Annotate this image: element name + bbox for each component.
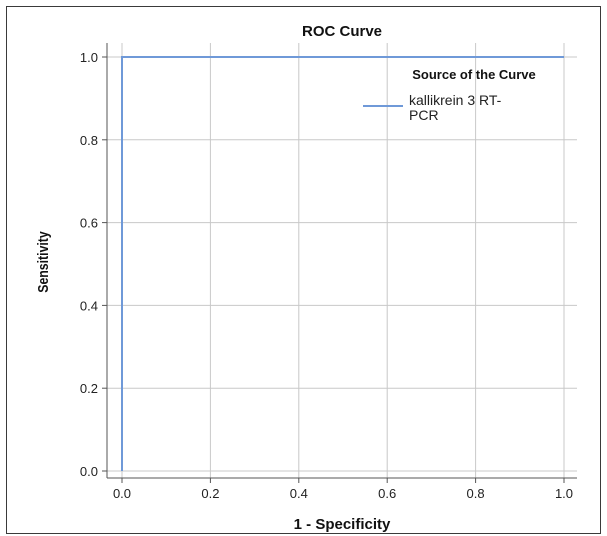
legend-label-line-1: kallikrein 3 RT- xyxy=(409,92,502,108)
y-tick-label: 0.8 xyxy=(80,133,98,148)
legend-label-line-2: PCR xyxy=(409,107,439,123)
y-tick-label: 0.2 xyxy=(80,381,98,396)
y-tick-label: 0.6 xyxy=(80,216,98,231)
x-tick-label: 1.0 xyxy=(555,486,573,501)
y-tick-label: 0.4 xyxy=(80,298,98,313)
roc-curve-line xyxy=(121,56,564,471)
x-tick-label: 0.4 xyxy=(290,486,308,501)
y-axis-label: Sensitivity xyxy=(35,231,51,293)
chart-frame xyxy=(6,6,601,534)
plot-axes xyxy=(102,43,577,483)
y-tick-label: 1.0 xyxy=(80,50,98,65)
chart-title: ROC Curve xyxy=(302,23,382,40)
x-tick-label: 0.6 xyxy=(378,486,396,501)
x-tick-labels: 0.0 0.2 0.4 0.6 0.8 1.0 xyxy=(113,486,573,501)
grid-lines xyxy=(107,43,577,478)
legend: Source of the Curve kallikrein 3 RT- PCR xyxy=(363,67,536,123)
x-tick-label: 0.8 xyxy=(467,486,485,501)
y-tick-label: 0.0 xyxy=(80,464,98,479)
y-tick-labels: 0.0 0.2 0.4 0.6 0.8 1.0 xyxy=(80,50,98,479)
x-axis-label: 1 - Specificity xyxy=(294,516,391,533)
x-tick-label: 0.2 xyxy=(201,486,219,501)
x-tick-label: 0.0 xyxy=(113,486,131,501)
legend-title: Source of the Curve xyxy=(412,67,536,82)
series-layer xyxy=(121,56,564,471)
